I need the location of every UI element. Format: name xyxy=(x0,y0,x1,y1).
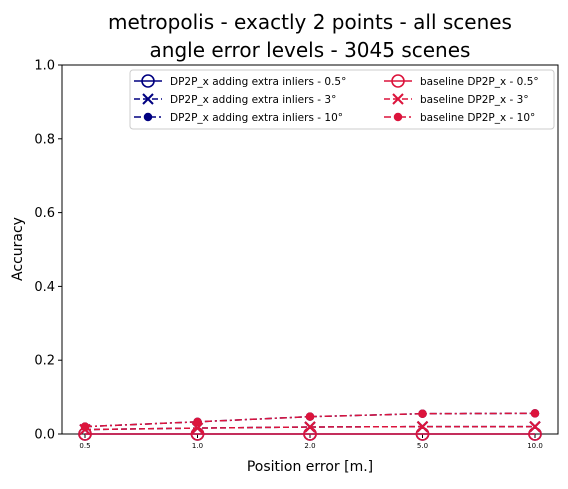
series-5-point-2 xyxy=(305,412,315,421)
series-4-point-4 xyxy=(529,420,541,433)
legend-label-3: baseline DP2P_x - 0.5° xyxy=(420,76,539,88)
series-4-point-2 xyxy=(304,421,316,433)
legend-entry-5: baseline DP2P_x - 10° xyxy=(384,112,535,124)
series-4-point-2-stroke-b xyxy=(304,421,316,433)
legend-marker-0 xyxy=(141,74,155,88)
y-tick-label-4: 0.8 xyxy=(34,132,55,147)
x-tick-label-1: 1.0 xyxy=(192,442,203,450)
y-axis-label: Accuracy xyxy=(10,217,26,281)
y-tick-label-2: 0.4 xyxy=(34,280,55,295)
x-axis-label: Position error [m.] xyxy=(247,459,373,475)
series-5-point-4 xyxy=(530,409,540,418)
legend-entry-2: DP2P_x adding extra inliers - 10° xyxy=(134,112,343,124)
legend-label-4: baseline DP2P_x - 3° xyxy=(420,94,529,106)
series-4-point-1-stroke-b xyxy=(191,422,204,434)
legend-box xyxy=(129,69,555,130)
legend-marker-1-stroke-b xyxy=(142,93,154,105)
legend-marker-4 xyxy=(392,93,404,105)
series-4-point-4-stroke-b xyxy=(529,420,541,433)
legend-label-2: DP2P_x adding extra inliers - 10° xyxy=(170,112,343,124)
series-5-point-3 xyxy=(418,409,427,418)
series-4-point-3 xyxy=(416,420,429,433)
chart-title-line2: angle error levels - 3045 scenes xyxy=(150,38,471,62)
legend-label-0: DP2P_x adding extra inliers - 0.5° xyxy=(170,76,346,88)
y-tick-label-0: 0.0 xyxy=(34,428,55,443)
x-tick-label-3: 5.0 xyxy=(417,442,428,450)
legend-marker-3 xyxy=(391,74,405,88)
y-tick-label-3: 0.6 xyxy=(34,206,55,221)
legend-label-1: DP2P_x adding extra inliers - 3° xyxy=(170,94,336,106)
legend-entry-3: baseline DP2P_x - 0.5° xyxy=(384,74,539,88)
x-tick-label-2: 2.0 xyxy=(304,442,315,450)
series-3 xyxy=(78,427,542,441)
legend-marker-4-stroke-b xyxy=(392,93,404,105)
series-4-point-1 xyxy=(191,422,204,434)
legend-marker-2 xyxy=(143,112,153,122)
legend-marker-5 xyxy=(393,112,403,122)
y-tick-label-1: 0.2 xyxy=(34,354,55,369)
legend-entry-4: baseline DP2P_x - 3° xyxy=(384,93,529,106)
legend-label-5: baseline DP2P_x - 10° xyxy=(420,112,535,124)
series-5-point-1 xyxy=(193,417,202,427)
legend: DP2P_x adding extra inliers - 0.5° DP2P_x… xyxy=(129,69,555,130)
series-4-point-3-stroke-b xyxy=(416,420,429,433)
x-tick-label-0: 0.5 xyxy=(79,442,90,450)
y-tick-label-5: 1.0 xyxy=(34,59,55,74)
plot-area: 0.0 0.2 0.4 0.6 0.8 1.0 0.5 1.0 2.0 5.0 10.0 xyxy=(34,59,559,450)
chart-title-line1: metropolis - exactly 2 points - all scen… xyxy=(108,10,512,34)
legend-entry-1: DP2P_x adding extra inliers - 3° xyxy=(134,93,336,106)
legend-marker-1 xyxy=(142,93,154,105)
series-5-point-0 xyxy=(80,422,90,431)
legend-entry-0: DP2P_x adding extra inliers - 0.5° xyxy=(134,74,346,88)
series-5 xyxy=(80,409,540,431)
x-tick-label-4: 10.0 xyxy=(527,442,543,450)
